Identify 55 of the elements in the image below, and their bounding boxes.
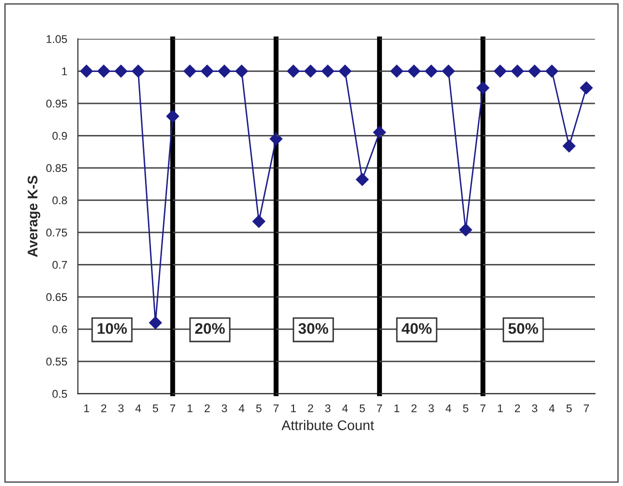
x-tick-label: 4 [446, 404, 452, 412]
x-tick-label: 7 [480, 404, 486, 412]
y-tick-label: 1.05 [46, 35, 67, 44]
x-tick-label: 5 [152, 404, 158, 412]
x-tick-label: 7 [584, 404, 589, 412]
y-tick-label: 0.6 [52, 325, 67, 334]
x-tick-label: 3 [325, 404, 330, 412]
annotation: 10% [98, 323, 127, 334]
x-tick-label: 4 [238, 404, 244, 412]
x-tick-label: 2 [308, 404, 314, 412]
point [166, 110, 180, 123]
x-axis-title: Attribute Count [282, 420, 374, 430]
annotation: 30% [298, 323, 328, 334]
point [149, 316, 162, 330]
x-tick-label: 2 [411, 404, 417, 412]
y-tick-label: 0.7 [52, 260, 67, 269]
y-tick-label: 0.8 [52, 196, 67, 204]
x-tick-label: 7 [274, 404, 279, 412]
x-tick-label: 2 [101, 404, 106, 412]
y-axis-title: Average K-S [28, 176, 40, 257]
x-tick-label: 1 [84, 404, 90, 412]
x-tick-label: 1 [291, 404, 296, 412]
point [80, 64, 93, 78]
y-tick-label: 0.85 [46, 164, 67, 172]
x-tick-label: 1 [188, 404, 192, 412]
y-tick-label: 0.95 [46, 100, 67, 108]
annotation: 50% [508, 323, 538, 334]
annotation: 20% [195, 323, 225, 334]
y-tick-label: 0.9 [52, 132, 67, 140]
x-tick-label: 3 [428, 404, 434, 412]
x-tick-label: 7 [376, 404, 382, 412]
y-tick-label: 0.75 [46, 228, 67, 237]
x-tick-label: 3 [118, 404, 124, 412]
point [132, 64, 145, 78]
x-tick-label: 4 [135, 404, 141, 412]
x-tick-label: 5 [566, 404, 572, 412]
x-tick-label: 2 [204, 404, 210, 412]
x-tick-label: 7 [170, 404, 176, 412]
y-tick-label: 0.65 [46, 293, 67, 302]
annotation: 40% [402, 323, 432, 334]
x-tick-label: 4 [549, 404, 555, 412]
x-tick-label: 5 [256, 404, 262, 412]
x-tick-label: 3 [222, 404, 227, 412]
x-tick-label: 1 [498, 404, 503, 412]
x-tick-label: 3 [532, 404, 538, 412]
x-tick-label: 1 [394, 404, 400, 412]
x-tick-label: 5 [463, 404, 468, 412]
x-tick-label: 4 [342, 404, 348, 412]
point [114, 64, 128, 78]
x-tick-label: 5 [360, 404, 365, 412]
point [97, 64, 110, 78]
y-tick-label: 0.55 [46, 358, 67, 366]
y-tick-label: 0.5 [52, 390, 67, 398]
y-tick-label: 1 [62, 68, 67, 76]
x-tick-label: 2 [514, 404, 520, 412]
